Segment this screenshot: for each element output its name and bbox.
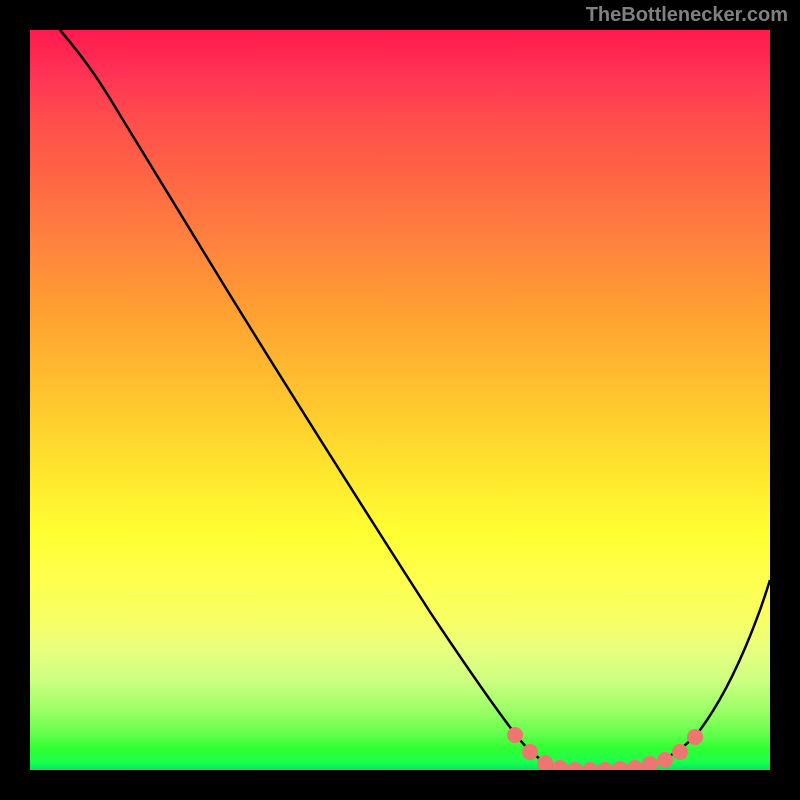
marker-point: [507, 727, 523, 743]
marker-point: [612, 761, 628, 770]
marker-point: [642, 756, 658, 770]
marker-point: [672, 744, 688, 760]
marker-point: [537, 755, 553, 770]
marker-point: [597, 762, 613, 770]
watermark-text: TheBottlenecker.com: [586, 4, 788, 27]
plot-area: [30, 30, 770, 770]
marker-point: [522, 744, 538, 760]
optimal-range-markers: [30, 30, 770, 770]
marker-point: [552, 760, 568, 770]
marker-point: [627, 760, 643, 770]
marker-point: [657, 752, 673, 768]
marker-point: [582, 762, 598, 770]
marker-point: [687, 729, 703, 745]
marker-point: [567, 762, 583, 770]
